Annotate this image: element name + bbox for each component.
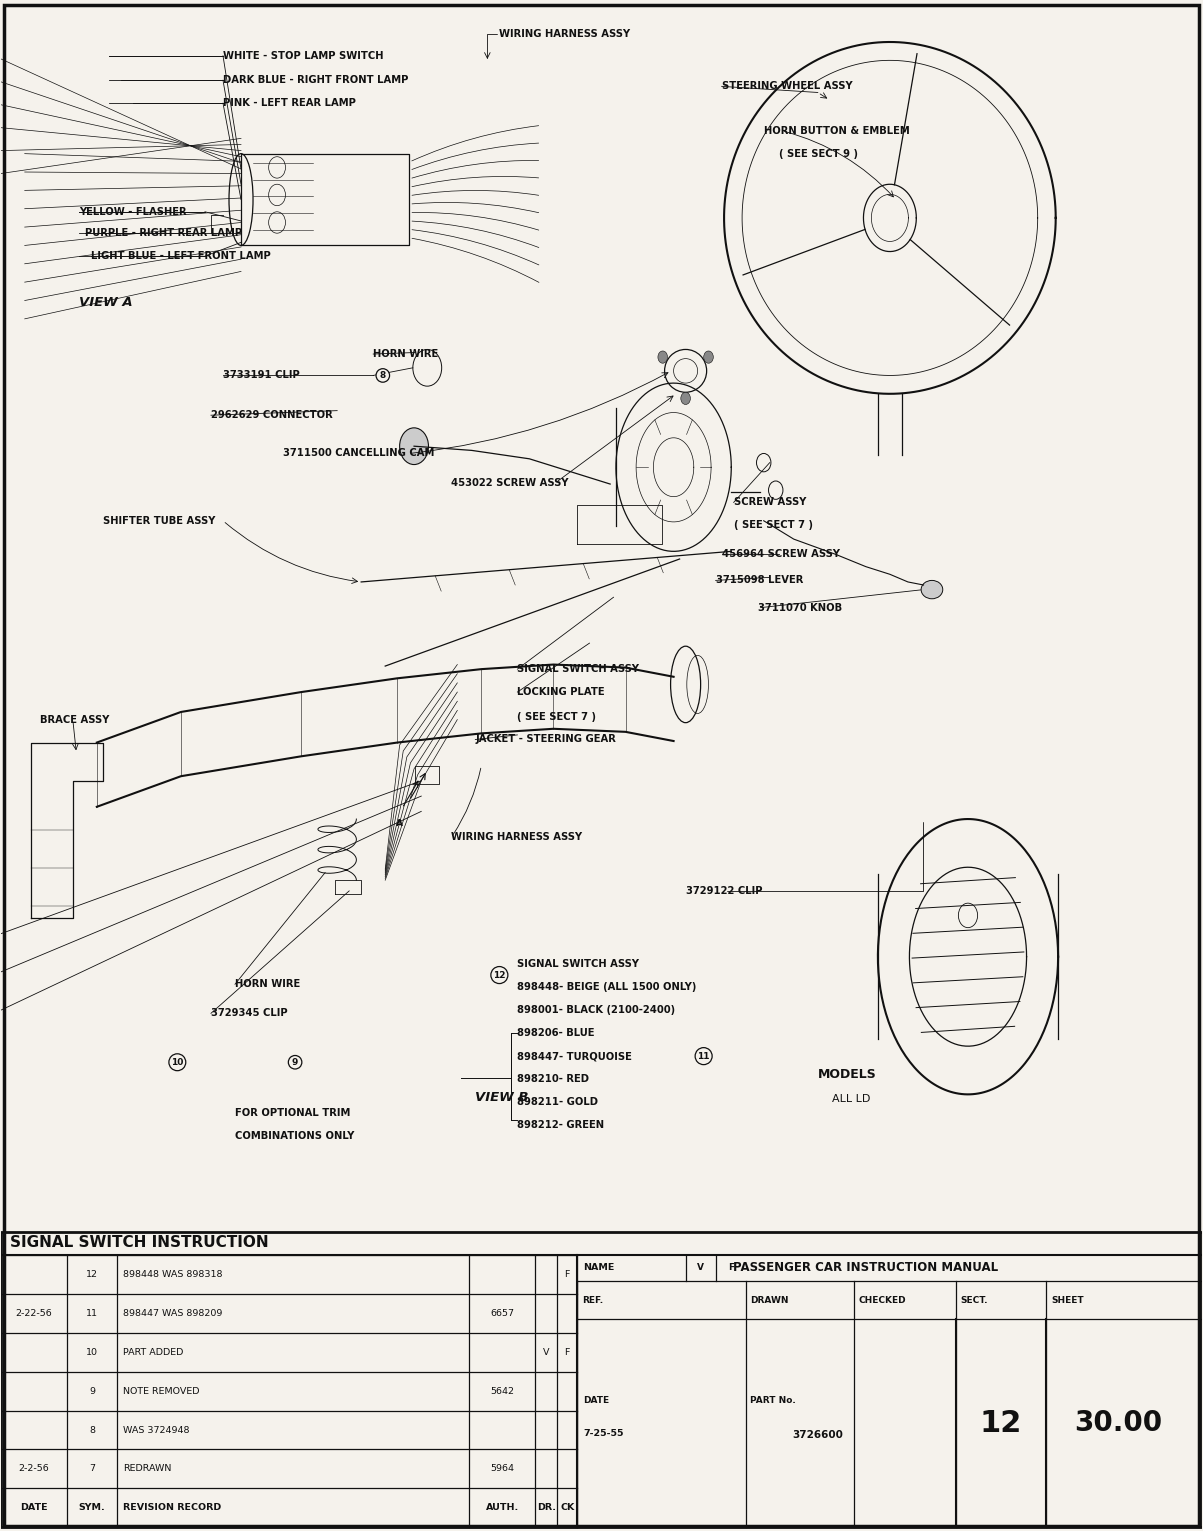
Text: DR.: DR. bbox=[537, 1503, 556, 1513]
Text: PART No.: PART No. bbox=[751, 1396, 796, 1405]
Text: 10: 10 bbox=[171, 1058, 184, 1067]
Text: 9: 9 bbox=[89, 1387, 95, 1396]
Text: VIEW B: VIEW B bbox=[475, 1092, 529, 1104]
Text: SCREW ASSY: SCREW ASSY bbox=[734, 498, 806, 507]
Text: 7-25-55: 7-25-55 bbox=[583, 1430, 624, 1439]
Text: 898448 WAS 898318: 898448 WAS 898318 bbox=[123, 1269, 223, 1278]
Text: 898447 WAS 898209: 898447 WAS 898209 bbox=[123, 1309, 223, 1318]
Text: JACKET - STEERING GEAR: JACKET - STEERING GEAR bbox=[475, 735, 616, 744]
Circle shape bbox=[681, 392, 691, 404]
Text: 12: 12 bbox=[493, 971, 505, 980]
Text: 11: 11 bbox=[87, 1309, 97, 1318]
Text: 898212- GREEN: 898212- GREEN bbox=[517, 1121, 605, 1130]
Text: 3726600: 3726600 bbox=[793, 1430, 843, 1441]
Text: REF.: REF. bbox=[582, 1295, 604, 1304]
Text: 898001- BLACK (2100-2400): 898001- BLACK (2100-2400) bbox=[517, 1006, 676, 1015]
Text: F: F bbox=[564, 1347, 570, 1356]
Text: VIEW A: VIEW A bbox=[79, 295, 132, 309]
Text: SIGNAL SWITCH ASSY: SIGNAL SWITCH ASSY bbox=[517, 664, 639, 674]
Text: SECT.: SECT. bbox=[961, 1295, 989, 1304]
Text: ( SEE SECT 9 ): ( SEE SECT 9 ) bbox=[780, 149, 858, 159]
Text: 2962629 CONNECTOR: 2962629 CONNECTOR bbox=[211, 410, 333, 419]
Text: 898206- BLUE: 898206- BLUE bbox=[517, 1029, 595, 1038]
Text: HORN WIRE: HORN WIRE bbox=[373, 349, 438, 360]
Text: SHEET: SHEET bbox=[1051, 1295, 1084, 1304]
Text: 8: 8 bbox=[380, 371, 386, 380]
Text: WIRING HARNESS ASSY: WIRING HARNESS ASSY bbox=[451, 833, 582, 842]
Text: AUTH.: AUTH. bbox=[486, 1503, 518, 1513]
Text: NOTE REMOVED: NOTE REMOVED bbox=[123, 1387, 200, 1396]
Text: 5642: 5642 bbox=[491, 1387, 515, 1396]
Text: V: V bbox=[543, 1347, 550, 1356]
Text: A: A bbox=[396, 819, 403, 828]
Circle shape bbox=[704, 351, 713, 363]
Text: 12: 12 bbox=[87, 1269, 97, 1278]
Text: 453022 SCREW ASSY: 453022 SCREW ASSY bbox=[451, 478, 569, 487]
Text: 898448- BEIGE (ALL 1500 ONLY): 898448- BEIGE (ALL 1500 ONLY) bbox=[517, 983, 697, 992]
Text: 7: 7 bbox=[89, 1465, 95, 1473]
Text: 3715098 LEVER: 3715098 LEVER bbox=[716, 576, 804, 585]
Text: HORN BUTTON & EMBLEM: HORN BUTTON & EMBLEM bbox=[764, 126, 909, 136]
Text: ( SEE SECT 7 ): ( SEE SECT 7 ) bbox=[734, 521, 813, 530]
Text: 3711500 CANCELLING CAM: 3711500 CANCELLING CAM bbox=[283, 449, 434, 458]
Text: COMBINATIONS ONLY: COMBINATIONS ONLY bbox=[235, 1131, 355, 1141]
Text: MODELS: MODELS bbox=[818, 1069, 877, 1081]
Text: 12: 12 bbox=[979, 1409, 1021, 1438]
Text: 898210- RED: 898210- RED bbox=[517, 1075, 589, 1084]
Text: PINK - LEFT REAR LAMP: PINK - LEFT REAR LAMP bbox=[223, 98, 356, 109]
Text: 11: 11 bbox=[698, 1052, 710, 1061]
Text: 456964 SCREW ASSY: 456964 SCREW ASSY bbox=[722, 550, 840, 559]
Text: F: F bbox=[728, 1263, 734, 1272]
Text: 10: 10 bbox=[87, 1347, 97, 1356]
Text: STEERING WHEEL ASSY: STEERING WHEEL ASSY bbox=[722, 81, 852, 92]
Text: DRAWN: DRAWN bbox=[751, 1295, 789, 1304]
Text: 2-22-56: 2-22-56 bbox=[16, 1309, 52, 1318]
Text: ALL LD: ALL LD bbox=[832, 1095, 871, 1104]
Text: SIGNAL SWITCH ASSY: SIGNAL SWITCH ASSY bbox=[517, 960, 639, 969]
Text: ( SEE SECT 7 ): ( SEE SECT 7 ) bbox=[517, 712, 597, 721]
Text: DATE: DATE bbox=[20, 1503, 48, 1513]
Circle shape bbox=[658, 351, 668, 363]
Text: DARK BLUE - RIGHT FRONT LAMP: DARK BLUE - RIGHT FRONT LAMP bbox=[223, 75, 408, 86]
Text: NAME: NAME bbox=[583, 1263, 615, 1272]
Text: WHITE - STOP LAMP SWITCH: WHITE - STOP LAMP SWITCH bbox=[223, 51, 384, 61]
Text: 3711070 KNOB: 3711070 KNOB bbox=[758, 603, 842, 612]
Text: F: F bbox=[564, 1269, 570, 1278]
Text: 3729345 CLIP: 3729345 CLIP bbox=[211, 1009, 288, 1018]
Text: BRACE ASSY: BRACE ASSY bbox=[41, 715, 109, 724]
Circle shape bbox=[399, 427, 428, 464]
Text: 3729122 CLIP: 3729122 CLIP bbox=[686, 886, 763, 896]
Text: V: V bbox=[697, 1263, 704, 1272]
Text: REDRAWN: REDRAWN bbox=[123, 1465, 172, 1473]
Text: 898211- GOLD: 898211- GOLD bbox=[517, 1098, 598, 1107]
Text: 898447- TURQUOISE: 898447- TURQUOISE bbox=[517, 1052, 633, 1061]
Text: 3733191 CLIP: 3733191 CLIP bbox=[223, 371, 300, 380]
Text: FOR OPTIONAL TRIM: FOR OPTIONAL TRIM bbox=[235, 1108, 350, 1118]
Ellipse shape bbox=[921, 580, 943, 599]
Text: PURPLE - RIGHT REAR LAMP: PURPLE - RIGHT REAR LAMP bbox=[84, 228, 242, 239]
Text: PART ADDED: PART ADDED bbox=[123, 1347, 184, 1356]
Text: LIGHT BLUE - LEFT FRONT LAMP: LIGHT BLUE - LEFT FRONT LAMP bbox=[90, 251, 271, 262]
Text: 5964: 5964 bbox=[491, 1465, 515, 1473]
Text: CK: CK bbox=[561, 1503, 574, 1513]
Text: 30.00: 30.00 bbox=[1074, 1409, 1162, 1438]
Text: YELLOW - FLASHER: YELLOW - FLASHER bbox=[79, 207, 186, 217]
Text: PASSENGER CAR INSTRUCTION MANUAL: PASSENGER CAR INSTRUCTION MANUAL bbox=[734, 1262, 998, 1274]
Text: SYM.: SYM. bbox=[78, 1503, 106, 1513]
Text: SHIFTER TUBE ASSY: SHIFTER TUBE ASSY bbox=[102, 516, 215, 525]
Text: 9: 9 bbox=[292, 1058, 298, 1067]
Text: CHECKED: CHECKED bbox=[859, 1295, 906, 1304]
Text: LOCKING PLATE: LOCKING PLATE bbox=[517, 687, 605, 697]
Text: REVISION RECORD: REVISION RECORD bbox=[123, 1503, 221, 1513]
Bar bbox=[1, 1232, 1202, 1528]
Text: 6657: 6657 bbox=[491, 1309, 515, 1318]
Text: SIGNAL SWITCH INSTRUCTION: SIGNAL SWITCH INSTRUCTION bbox=[11, 1236, 269, 1251]
Text: DATE: DATE bbox=[583, 1396, 610, 1405]
Text: HORN WIRE: HORN WIRE bbox=[235, 980, 301, 989]
Text: 8: 8 bbox=[89, 1425, 95, 1435]
Text: WAS 3724948: WAS 3724948 bbox=[123, 1425, 190, 1435]
Text: WIRING HARNESS ASSY: WIRING HARNESS ASSY bbox=[499, 29, 630, 40]
Text: 2-2-56: 2-2-56 bbox=[18, 1465, 49, 1473]
